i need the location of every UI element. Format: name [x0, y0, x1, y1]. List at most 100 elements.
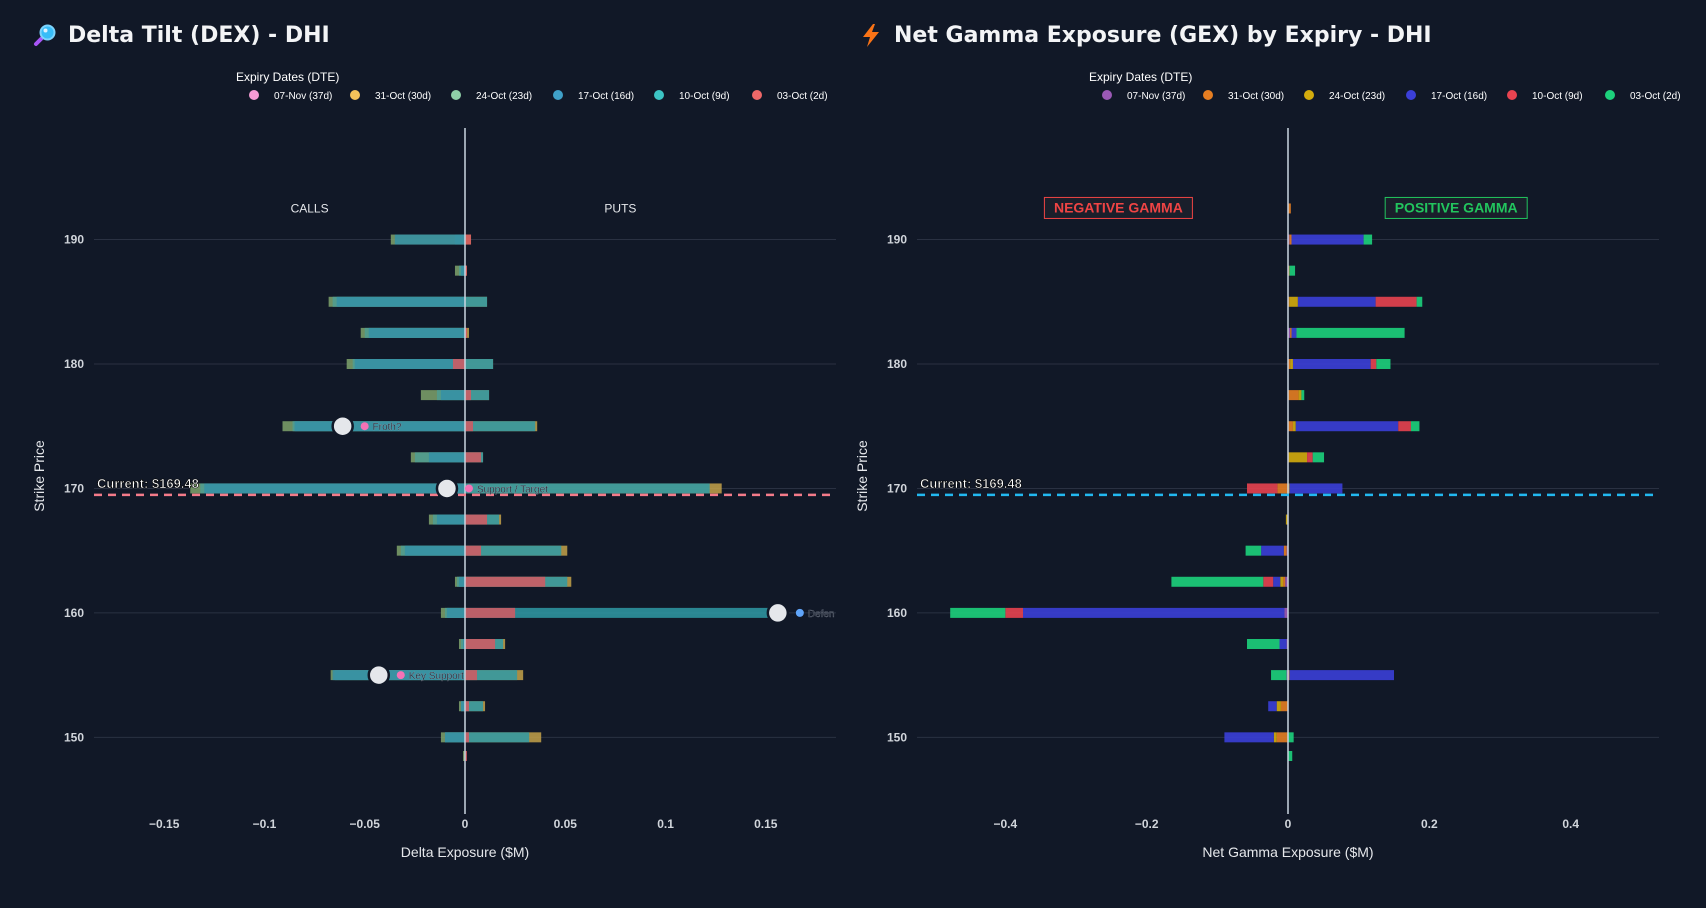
annotation-label: Key Support	[409, 671, 464, 682]
gex-bar	[1301, 390, 1305, 401]
gex-bar	[1416, 296, 1423, 307]
x-axis-title: Net Gamma Exposure ($M)	[1202, 844, 1373, 860]
gex-bar	[1307, 452, 1313, 463]
annotation-label: Defen	[808, 609, 835, 620]
dex-bar	[465, 421, 474, 432]
gex-bar	[1276, 701, 1281, 712]
y-tick-label: 160	[64, 606, 84, 620]
gex-bar	[1247, 639, 1280, 649]
y-tick-label: 180	[64, 357, 84, 371]
gex-bar	[1290, 327, 1292, 338]
gex-bar	[1288, 732, 1294, 743]
current-price-label: Current: $169.48	[97, 476, 199, 491]
dex-bar	[465, 732, 470, 743]
y-tick-label: 170	[887, 481, 907, 495]
annotation-icon	[464, 484, 473, 493]
gex-bar	[1261, 545, 1284, 556]
dex-title-text: Delta Tilt (DEX) - DHI	[68, 22, 330, 48]
dex-bar	[428, 452, 465, 463]
legend-entry: 10-Oct (9d)	[1532, 91, 1583, 102]
dex-bar	[465, 732, 530, 743]
dex-bar	[465, 545, 562, 556]
legend-marker	[1102, 90, 1112, 100]
y-tick-label: 180	[887, 357, 907, 371]
legend-entry: 07-Nov (37d)	[1127, 91, 1185, 102]
legend-marker	[350, 90, 360, 100]
legend-entry: 10-Oct (9d)	[679, 91, 730, 102]
dex-bar	[436, 514, 465, 525]
annotation-marker	[367, 663, 391, 687]
gex-bar	[1291, 234, 1364, 245]
gex-bar	[1280, 701, 1288, 712]
dex-bar	[462, 639, 465, 649]
annotation-label: Support / Target	[477, 484, 548, 495]
gex-bar	[1289, 265, 1296, 276]
gex-bar	[1292, 421, 1296, 432]
dex-bar	[465, 234, 472, 245]
legend-entry: 17-Oct (16d)	[578, 91, 634, 102]
dex-bar	[462, 751, 465, 761]
x-tick-label: −0.1	[253, 817, 277, 831]
gex-bar	[1288, 327, 1291, 338]
dex-bar	[204, 483, 465, 494]
legend-title: Expiry Dates (DTE)	[236, 70, 339, 84]
annotation-marker	[435, 477, 459, 500]
gex-bar	[1247, 483, 1278, 494]
y-tick-label: 170	[64, 481, 84, 495]
dex-bar	[465, 390, 472, 401]
dex-bar	[465, 421, 536, 432]
dex-bar	[465, 545, 482, 556]
gex-bar	[1291, 327, 1297, 338]
x-tick-label: −0.2	[1135, 817, 1159, 831]
annotation-label: Froth?	[373, 422, 402, 433]
y-tick-label: 150	[887, 730, 907, 744]
x-tick-label: −0.15	[149, 817, 180, 831]
gex-bar	[1376, 359, 1391, 369]
dex-bar	[465, 670, 478, 681]
y-axis-title: Strike Price	[31, 440, 47, 512]
legend-entry: 07-Nov (37d)	[274, 91, 332, 102]
x-tick-label: −0.4	[993, 817, 1017, 831]
legend-marker	[752, 90, 762, 100]
current-price-label: Current: $169.48	[920, 476, 1022, 491]
x-tick-label: 0.2	[1421, 817, 1438, 831]
gex-title-text: Net Gamma Exposure (GEX) by Expiry - DHI	[894, 22, 1432, 48]
dex-bar	[465, 607, 776, 618]
dex-bar	[465, 670, 518, 681]
gex-bar	[1375, 296, 1417, 307]
legend-entry: 24-Oct (23d)	[476, 91, 532, 102]
y-tick-label: 190	[887, 233, 907, 247]
gex-bar	[1285, 514, 1288, 525]
gex-bar	[1005, 607, 1023, 618]
dex-bar	[294, 421, 465, 432]
gex-bar	[1288, 452, 1308, 463]
legend-entry: 31-Oct (30d)	[1228, 91, 1284, 102]
dex-bar	[444, 732, 465, 743]
gex-bar	[1363, 234, 1373, 245]
dex-bar	[394, 234, 465, 245]
gex-bar	[1288, 203, 1291, 214]
calls-label: CALLS	[291, 201, 329, 215]
dex-bar	[465, 639, 496, 649]
gex-bar	[1288, 421, 1293, 432]
x-tick-label: 0	[462, 817, 469, 831]
gex-bar	[1295, 421, 1399, 432]
legend-entry: 03-Oct (2d)	[1630, 91, 1681, 102]
y-axis-title: Strike Price	[854, 440, 870, 512]
gex-bar	[1276, 732, 1288, 743]
annotation-icon	[360, 422, 369, 431]
gex-bar	[1410, 421, 1420, 432]
gex-bar	[1271, 670, 1287, 681]
dex-bar	[465, 514, 488, 525]
gex-bar	[1296, 327, 1405, 338]
dex-bar	[465, 701, 484, 712]
dex-bar	[465, 327, 468, 338]
annotation-marker	[766, 601, 790, 625]
legend-marker	[1203, 90, 1213, 100]
gex-bar	[1023, 607, 1285, 618]
gex-bar	[1273, 576, 1281, 587]
dex-bar	[465, 265, 468, 276]
x-tick-label: 0	[1285, 817, 1292, 831]
dex-bar	[465, 483, 710, 494]
gex-bar	[950, 607, 1006, 618]
